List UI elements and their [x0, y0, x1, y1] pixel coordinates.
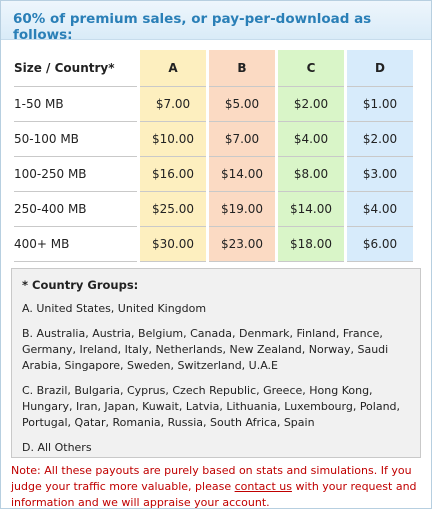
payout-table-wrapper: Size / Country* A B C D 1-50 MB $7.00 $5… [11, 50, 416, 262]
country-groups-title: * Country Groups: [22, 278, 139, 292]
price-cell: $2.00 [347, 122, 413, 157]
price-cell: $10.00 [140, 122, 206, 157]
price-cell: $23.00 [209, 227, 275, 262]
price-cell: $3.00 [347, 157, 413, 192]
price-cell: $4.00 [278, 122, 344, 157]
price-cell: $7.00 [209, 122, 275, 157]
country-group-a: A. United States, United Kingdom [22, 302, 207, 315]
size-cell: 1-50 MB [14, 87, 137, 122]
table-row: 400+ MB $30.00 $23.00 $18.00 $6.00 [14, 227, 413, 262]
size-cell: 400+ MB [14, 227, 137, 262]
price-cell: $8.00 [278, 157, 344, 192]
price-cell: $30.00 [140, 227, 206, 262]
price-cell: $5.00 [209, 87, 275, 122]
column-header-d: D [347, 50, 413, 87]
table-row: 100-250 MB $16.00 $14.00 $8.00 $3.00 [14, 157, 413, 192]
column-header-c: C [278, 50, 344, 87]
table-header-row: Size / Country* A B C D [14, 50, 413, 87]
size-cell: 50-100 MB [14, 122, 137, 157]
size-cell: 100-250 MB [14, 157, 137, 192]
country-group-b: B. Australia, Austria, Belgium, Canada, … [22, 327, 389, 372]
country-group-c: C. Brazil, Bulgaria, Cyprus, Czech Repub… [22, 384, 401, 429]
panel-header: 60% of premium sales, or pay-per-downloa… [1, 1, 431, 43]
price-cell: $1.00 [347, 87, 413, 122]
column-header-a: A [140, 50, 206, 87]
table-row: 50-100 MB $10.00 $7.00 $4.00 $2.00 [14, 122, 413, 157]
price-cell: $25.00 [140, 192, 206, 227]
table-row: 1-50 MB $7.00 $5.00 $2.00 $1.00 [14, 87, 413, 122]
price-cell: $2.00 [278, 87, 344, 122]
contact-us-link[interactable]: contact us [234, 480, 292, 493]
size-country-header: Size / Country* [14, 50, 137, 87]
price-cell: $14.00 [278, 192, 344, 227]
country-groups-box: * Country Groups: A. United States, Unit… [11, 268, 421, 458]
table-row: 250-400 MB $25.00 $19.00 $14.00 $4.00 [14, 192, 413, 227]
price-cell: $18.00 [278, 227, 344, 262]
column-header-b: B [209, 50, 275, 87]
price-cell: $7.00 [140, 87, 206, 122]
price-cell: $14.00 [209, 157, 275, 192]
size-cell: 250-400 MB [14, 192, 137, 227]
price-cell: $16.00 [140, 157, 206, 192]
note-text-after: with your request and information and we… [11, 480, 417, 509]
payout-note: Note: All these payouts are purely based… [11, 463, 423, 511]
price-cell: $6.00 [347, 227, 413, 262]
note-text-before: Note: All these payouts are purely based… [11, 464, 412, 493]
country-group-d: D. All Others [22, 441, 92, 454]
payout-table: Size / Country* A B C D 1-50 MB $7.00 $5… [11, 50, 416, 262]
price-cell: $19.00 [209, 192, 275, 227]
price-cell: $4.00 [347, 192, 413, 227]
